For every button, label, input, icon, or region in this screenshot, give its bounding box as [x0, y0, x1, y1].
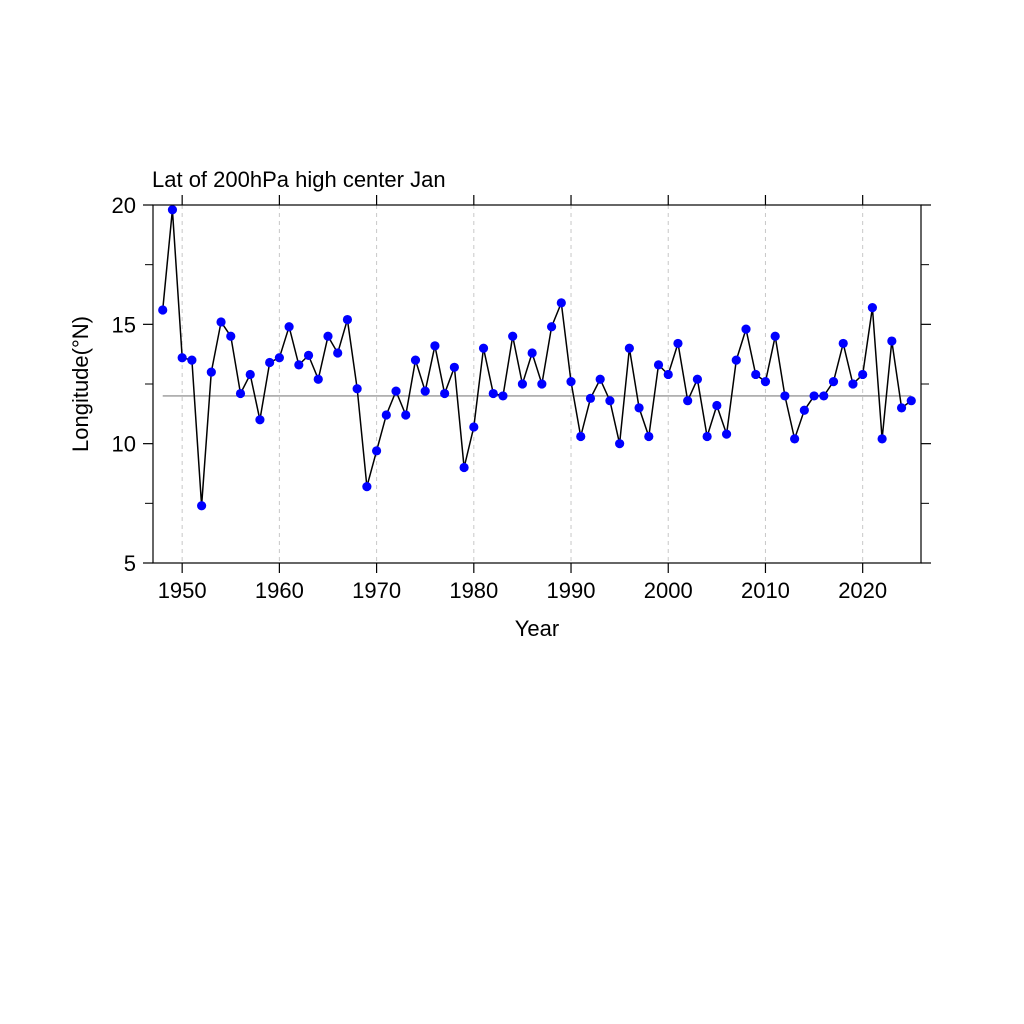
data-point	[265, 357, 275, 368]
data-point	[177, 353, 187, 363]
data-point	[362, 482, 372, 492]
data-point	[692, 374, 703, 384]
data-point	[226, 331, 236, 341]
data-point	[303, 350, 314, 360]
data-point	[274, 353, 284, 363]
x-tick-label: 2010	[741, 578, 790, 603]
data-point	[585, 393, 596, 403]
x-tick-label: 1980	[449, 578, 498, 603]
y-tick-label: 15	[112, 312, 136, 337]
data-point	[449, 362, 459, 372]
x-tick-label: 1990	[547, 578, 596, 603]
data-point	[167, 205, 178, 215]
data-point	[546, 322, 557, 332]
data-point	[634, 403, 644, 413]
data-point	[158, 305, 168, 315]
data-point	[906, 396, 916, 406]
data-point	[517, 379, 528, 389]
data-point	[420, 386, 430, 396]
x-tick-label: 1950	[158, 578, 207, 603]
data-point	[187, 355, 197, 365]
data-point	[858, 369, 868, 380]
data-point	[381, 410, 391, 420]
x-tick-label: 1960	[255, 578, 304, 603]
data-point	[644, 431, 654, 442]
data-point	[615, 439, 625, 449]
data-point	[556, 298, 566, 308]
data-point	[576, 431, 586, 442]
data-point	[410, 355, 421, 365]
data-point	[605, 396, 615, 406]
data-point	[498, 391, 508, 401]
data-point	[809, 391, 819, 401]
data-point	[799, 405, 809, 415]
data-point	[624, 343, 634, 353]
series-markers	[158, 205, 916, 511]
data-point	[508, 331, 518, 341]
plot-frame	[152, 204, 922, 564]
data-point	[527, 348, 537, 358]
data-point	[848, 379, 858, 389]
data-point	[566, 377, 576, 387]
data-point	[887, 336, 897, 346]
data-point	[440, 388, 450, 399]
data-point	[877, 434, 887, 444]
data-point	[342, 314, 353, 325]
series-line	[161, 209, 912, 506]
data-point	[663, 369, 673, 380]
data-point	[653, 360, 664, 370]
data-point	[469, 422, 479, 432]
data-point	[731, 355, 741, 365]
data-point	[721, 429, 732, 439]
data-point	[206, 367, 216, 377]
data-point	[430, 341, 440, 351]
data-point	[595, 374, 605, 384]
data-point	[790, 434, 800, 444]
data-point	[313, 374, 323, 384]
y-tick-label: 20	[112, 193, 136, 218]
y-tick-label: 5	[124, 551, 136, 576]
axis-ticks	[143, 195, 931, 573]
data-point	[245, 369, 255, 380]
data-point	[333, 348, 343, 358]
data-point	[391, 386, 401, 396]
data-point	[838, 338, 848, 349]
data-point	[673, 338, 683, 349]
data-point	[235, 388, 246, 399]
data-point	[760, 377, 771, 387]
data-point	[702, 431, 712, 442]
data-point	[828, 377, 839, 387]
data-point	[284, 322, 294, 332]
data-point	[255, 415, 265, 425]
x-tick-label: 2020	[838, 578, 887, 603]
data-point	[770, 331, 780, 341]
data-point	[401, 410, 411, 420]
tick-labels: 1950 1960 1970 1980 1990 2000 2010 2020 5 10 15 20	[112, 193, 888, 603]
data-point	[216, 317, 226, 327]
data-point	[294, 360, 304, 370]
data-point	[896, 403, 907, 413]
data-point	[867, 303, 877, 313]
chart-title: Lat of 200hPa high center Jan	[152, 167, 446, 192]
data-point	[478, 343, 489, 353]
x-axis-label: Year	[515, 616, 559, 641]
data-point	[780, 391, 790, 401]
y-tick-label: 10	[112, 432, 136, 457]
x-tick-label: 2000	[644, 578, 693, 603]
x-tick-label: 1970	[352, 578, 401, 603]
data-point	[352, 384, 362, 394]
y-axis-label: Longitude(°N)	[68, 316, 93, 452]
data-point	[819, 391, 829, 401]
data-point	[712, 400, 722, 411]
data-point	[488, 388, 498, 399]
data-point	[683, 396, 693, 406]
data-point	[537, 379, 547, 389]
data-point	[751, 369, 761, 380]
data-point	[459, 462, 469, 473]
data-point	[741, 324, 751, 334]
data-point	[323, 331, 333, 341]
data-point	[197, 501, 207, 511]
data-point	[371, 446, 382, 456]
